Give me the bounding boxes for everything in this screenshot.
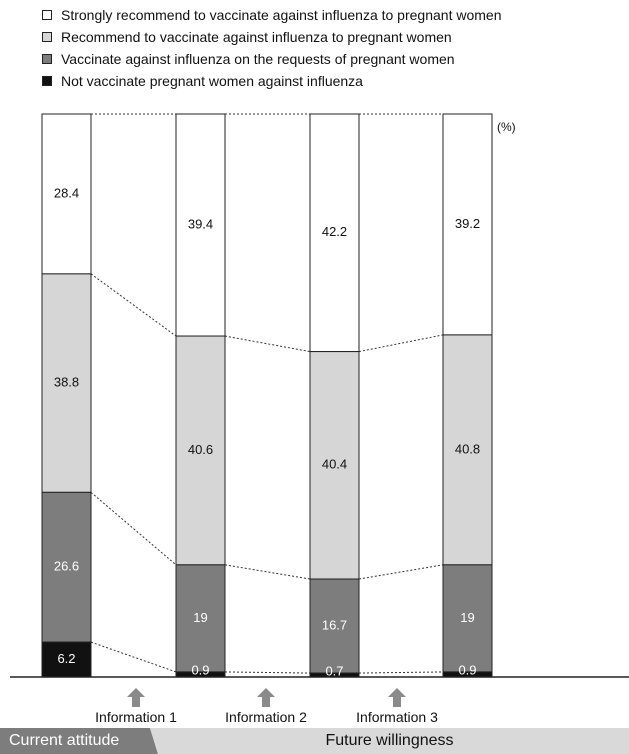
connector-line: [224, 564, 311, 580]
connector-line: [358, 334, 444, 353]
value-label: 19: [460, 610, 474, 625]
value-label: 0.9: [191, 662, 209, 677]
value-label: 40.4: [322, 457, 347, 472]
legend-swatch: [42, 76, 52, 86]
value-label: 0.9: [458, 662, 476, 677]
value-label: 40.8: [455, 441, 480, 456]
legend-swatch: [42, 10, 52, 20]
future-willingness-label: Future willingness: [150, 728, 629, 754]
up-arrow-icon: [388, 688, 406, 707]
legend-label: Vaccinate against influenza on the reque…: [61, 51, 455, 67]
percent-unit-label: (%): [497, 120, 516, 134]
legend-label: Recommend to vaccinate against influenza…: [61, 29, 452, 45]
legend-label: Strongly recommend to vaccinate against …: [61, 7, 502, 23]
legend-item: Recommend to vaccinate against influenza…: [42, 26, 501, 48]
connector-line: [90, 641, 177, 673]
bar-segment: [175, 335, 226, 566]
information-label: Information 3: [356, 709, 438, 725]
value-label: 19: [193, 610, 207, 625]
value-label: 40.6: [188, 442, 213, 457]
legend-item: Not vaccinate pregnant women against inf…: [42, 70, 501, 92]
bar-segment: [175, 113, 226, 337]
value-label: 0.7: [325, 663, 343, 678]
value-label: 16.7: [322, 617, 347, 632]
legend-label: Not vaccinate pregnant women against inf…: [61, 73, 363, 89]
information-label: Information 1: [95, 709, 177, 725]
bar-segment: [175, 564, 226, 673]
bar-segment: [442, 564, 493, 673]
bar-segment: [41, 641, 92, 678]
up-arrow-icon: [127, 688, 145, 707]
legend-swatch: [42, 32, 52, 42]
connector-line: [358, 564, 444, 580]
legend-swatch: [42, 54, 52, 64]
bar-segment: [309, 351, 360, 580]
value-label: 6.2: [57, 651, 75, 666]
connector-line: [90, 273, 177, 337]
value-label: 28.4: [54, 185, 79, 200]
bar-segment: [442, 334, 493, 566]
legend: Strongly recommend to vaccinate against …: [42, 4, 501, 92]
bar-segment: [41, 491, 92, 643]
connector-line: [90, 491, 177, 566]
footer-bar: Current attitude Future willingness: [0, 728, 629, 754]
value-label: 39.2: [455, 216, 480, 231]
connector-line: [358, 671, 444, 674]
bar-segment: [442, 113, 493, 336]
connector-line: [224, 335, 311, 353]
value-label: 42.2: [322, 224, 347, 239]
bar-segment: [41, 113, 92, 275]
legend-item: Vaccinate against influenza on the reque…: [42, 48, 501, 70]
value-label: 26.6: [54, 559, 79, 574]
information-label: Information 2: [225, 709, 307, 725]
legend-item: Strongly recommend to vaccinate against …: [42, 4, 501, 26]
value-label: 39.4: [188, 216, 213, 231]
current-attitude-label: Current attitude: [0, 728, 158, 754]
value-label: 38.8: [54, 375, 79, 390]
connector-line: [224, 671, 311, 674]
up-arrow-icon: [257, 688, 275, 707]
bar-segment: [309, 578, 360, 674]
stacked-bar-chart: 28.4 38.8 26.6 6.2 39.4 40.6 19 0.9 42.2 40.4 16.7…: [10, 113, 629, 725]
